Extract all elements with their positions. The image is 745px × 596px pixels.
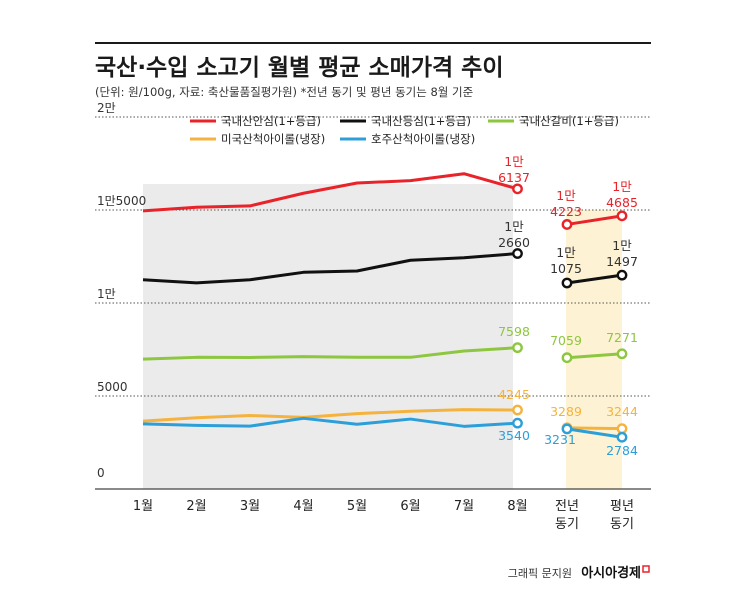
chart-title: 국산·수입 소고기 월별 평균 소매가격 추이 — [95, 55, 504, 81]
compare-value-label-4-0: 3231 — [544, 432, 576, 447]
x-compare-tick-label-1: 동기 — [610, 517, 634, 532]
compare-value-label-0-0: 4223 — [550, 204, 582, 219]
end-marker-4 — [512, 417, 523, 429]
compare-value-label-0-1: 1만 — [612, 179, 632, 194]
compare-marker-2-1 — [616, 348, 628, 360]
brand-mark-icon — [642, 565, 650, 573]
y-tick-label-20000: 2만 — [97, 101, 116, 115]
x-tick-label-0: 1월 — [133, 499, 153, 514]
end-value-label-1: 1만 — [504, 219, 524, 234]
x-tick-label-7: 8월 — [507, 499, 527, 514]
x-tick-label-1: 2월 — [186, 499, 206, 514]
y-tick-label-10000: 1만 — [97, 287, 116, 301]
end-marker-1 — [512, 248, 523, 259]
series-line-0 — [142, 172, 518, 213]
compare-value-label-1-1: 1497 — [606, 254, 638, 269]
chart-subtitle: (단위: 원/100g, 자료: 축산물품질평가원) *전년 동기 및 평년 동… — [95, 85, 473, 99]
end-value-label-0: 6137 — [498, 170, 530, 185]
legend-label-0: 국내산안심(1+등급) — [221, 114, 321, 128]
y-tick-label-5000: 5000 — [97, 380, 128, 394]
compare-value-label-3-0: 3289 — [550, 404, 582, 419]
x-tick-label-2: 3월 — [240, 499, 260, 514]
compare-marker-1-0 — [561, 277, 573, 289]
top-rule — [95, 42, 651, 44]
x-tick-label-5: 6월 — [400, 499, 420, 514]
compare-line-0 — [566, 214, 623, 226]
compare-value-label-1-0: 1075 — [550, 261, 582, 276]
x-compare-tick-label-0: 전년 — [555, 499, 579, 514]
series-line-3 — [142, 408, 518, 423]
end-value-label-1: 2660 — [498, 235, 530, 250]
legend-label-1: 국내산등심(1+등급) — [371, 114, 471, 128]
end-value-label-4: 3540 — [498, 428, 530, 443]
legend-label-2: 국내산갈비(1+등급) — [519, 114, 619, 128]
end-value-label-3: 4245 — [498, 387, 530, 402]
series-lines — [142, 172, 628, 443]
compare-line-3 — [566, 426, 623, 431]
comparison-period-background — [566, 210, 622, 489]
end-value-label-0: 1만 — [504, 154, 524, 169]
compare-value-label-2-0: 7059 — [550, 333, 582, 348]
publisher-brand: 아시아경제 — [581, 565, 641, 581]
y-tick-label-0: 0 — [97, 466, 105, 480]
end-marker-0 — [512, 183, 523, 195]
series-line-4 — [142, 416, 518, 428]
x-tick-label-4: 5월 — [347, 499, 367, 514]
legend: 국내산안심(1+등급) 국내산등심(1+등급) 국내산갈비(1+등급) 미국산척아이롤… — [190, 114, 619, 146]
end-value-label-2: 7598 — [498, 324, 530, 339]
graphic-credit: 그래픽 문지원 — [508, 567, 572, 580]
x-compare-tick-label-0: 동기 — [555, 517, 579, 532]
x-tick-label-3: 4월 — [293, 499, 313, 514]
compare-marker-0-1 — [616, 210, 628, 222]
compare-value-label-2-1: 7271 — [606, 330, 638, 345]
compare-value-label-0-0: 1만 — [556, 188, 576, 203]
compare-marker-4-0 — [561, 423, 573, 435]
grid-lines — [95, 116, 651, 490]
x-compare-tick-label-1: 평년 — [610, 499, 634, 514]
compare-value-label-4-1: 2784 — [606, 443, 638, 458]
compare-value-label-3-1: 3244 — [606, 404, 638, 419]
y-axis-ticks: 0 5000 1만 1만5000 2만 — [97, 101, 146, 480]
compare-line-4 — [566, 427, 623, 439]
compare-value-label-1-1: 1만 — [612, 238, 632, 253]
compare-line-2 — [566, 352, 623, 360]
data-labels: 1만61371만42231만46851만26601만10751만14977598… — [498, 154, 638, 458]
end-marker-3 — [512, 404, 523, 416]
monthly-period-background — [143, 184, 513, 489]
compare-marker-1-1 — [616, 269, 628, 281]
compare-marker-3-1 — [616, 423, 628, 435]
series-line-2 — [142, 346, 518, 361]
end-marker-2 — [512, 342, 523, 354]
x-tick-label-6: 7월 — [454, 499, 474, 514]
compare-marker-2-0 — [561, 352, 573, 364]
compare-line-1 — [566, 273, 623, 285]
legend-label-4: 호주산척아이롤(냉장) — [371, 132, 475, 146]
y-tick-label-15000: 1만5000 — [97, 194, 146, 208]
compare-value-label-1-0: 1만 — [556, 245, 576, 260]
series-line-1 — [142, 252, 518, 285]
compare-marker-0-0 — [561, 219, 573, 230]
legend-label-3: 미국산척아이롤(냉장) — [221, 132, 325, 146]
compare-value-label-0-1: 4685 — [606, 195, 638, 210]
compare-marker-4-1 — [616, 431, 628, 443]
